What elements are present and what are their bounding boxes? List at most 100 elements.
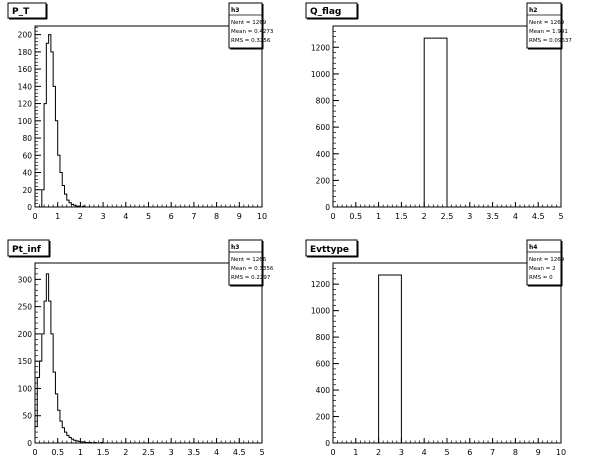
chart-title: P_T <box>12 7 30 17</box>
x-tick-label: 0 <box>330 448 335 457</box>
stats-rms: RMS = 0 <box>529 275 553 281</box>
stats-name: h4 <box>529 244 537 251</box>
x-tick-label: 3 <box>101 212 106 221</box>
x-tick-label: 5 <box>259 448 264 457</box>
x-tick-label: 9 <box>536 448 541 457</box>
histogram-panel-2: 0 0.5 1 1.5 2 2.5 3 3.5 4 4.5 5 0 200 400 600 800 1000 12… <box>305 2 572 221</box>
x-tick-label: 10 <box>556 448 566 457</box>
x-tick-label: 4 <box>123 212 128 221</box>
x-tick-label: 0.5 <box>51 448 64 457</box>
x-tick-label: 3.5 <box>486 212 499 221</box>
x-tick-label: 2.5 <box>142 448 155 457</box>
plot-frame <box>332 262 562 444</box>
x-tick-label: 0 <box>32 448 37 457</box>
x-tick-label: 2 <box>422 212 427 221</box>
y-tick-label: 100 <box>18 384 33 393</box>
x-tick-label: 0.5 <box>349 212 362 221</box>
x-tick-label: 5 <box>558 212 563 221</box>
x-tick-label: 1 <box>376 212 381 221</box>
stats-name: h3 <box>231 7 239 14</box>
y-tick-label: 250 <box>18 303 33 312</box>
y-tick-label: 200 <box>18 31 33 40</box>
stats-mean: Mean = 1.991 <box>529 29 568 35</box>
histogram-panel-4: 0 1 2 3 4 5 6 7 8 9 10 0 200 400 600 800 1000 1200 Evttype… <box>305 239 566 457</box>
x-tick-label: 10 <box>257 212 267 221</box>
x-tick-label: 8 <box>513 448 518 457</box>
x-tick-label: 9 <box>237 212 242 221</box>
y-tick-label: 400 <box>316 150 331 159</box>
stats-rms: RMS = 0.09637 <box>529 38 572 44</box>
y-tick-label: 0 <box>325 439 330 448</box>
y-tick-label: 50 <box>22 412 32 421</box>
y-tick-label: 40 <box>22 169 32 178</box>
stats-box <box>526 2 562 49</box>
y-tick-label: 100 <box>18 117 33 126</box>
y-tick-label: 160 <box>18 65 33 74</box>
stats-name: h3 <box>231 244 239 251</box>
title-box <box>7 2 47 19</box>
y-tick-label: 140 <box>18 82 33 91</box>
stats-box <box>228 2 263 49</box>
chart-title: Evttype <box>310 245 349 255</box>
x-tick-label: 1 <box>78 448 83 457</box>
y-tick-label: 150 <box>18 357 33 366</box>
histogram-outline <box>378 274 402 443</box>
y-tick-label: 0 <box>325 203 330 212</box>
x-tick-label: 8 <box>214 212 219 221</box>
y-tick-label: 300 <box>18 275 33 284</box>
x-tick-label: 1.5 <box>395 212 408 221</box>
x-tick-label: 3.5 <box>188 448 201 457</box>
y-tick-label: 200 <box>316 176 331 185</box>
x-tick-label: 4 <box>214 448 219 457</box>
stats-box <box>526 239 562 286</box>
x-tick-label: 2 <box>376 448 381 457</box>
x-tick-label: 1 <box>353 448 358 457</box>
histogram-panel-3: 0 0.5 1 1.5 2 2.5 3 3.5 4 4.5 5050100150200250300P… <box>7 239 274 457</box>
stats-mean: Mean = 0.4273 <box>231 29 274 35</box>
y-tick-label: 80 <box>22 134 32 143</box>
histogram-outline <box>41 34 86 208</box>
y-tick-label: 200 <box>18 330 33 339</box>
x-tick-label: 4.5 <box>233 448 246 457</box>
title-box <box>305 2 358 19</box>
x-tick-label: 2 <box>78 212 83 221</box>
y-tick-label: 600 <box>316 360 331 369</box>
stats-mean: Mean = 0.3356 <box>231 266 274 272</box>
x-tick-label: 2 <box>123 448 128 457</box>
y-tick-label: 1000 <box>311 307 330 316</box>
stats-name: h2 <box>529 7 537 14</box>
chart-title: Pt_inf <box>12 245 41 255</box>
x-tick-label: 7 <box>490 448 495 457</box>
x-tick-label: 1 <box>55 212 60 221</box>
x-tick-label: 5 <box>444 448 449 457</box>
stats-box <box>228 239 263 286</box>
x-tick-label: 3 <box>467 212 472 221</box>
x-tick-label: 3 <box>169 448 174 457</box>
y-tick-label: 1000 <box>311 70 330 79</box>
x-tick-label: 2.5 <box>441 212 454 221</box>
x-tick-label: 0 <box>32 212 37 221</box>
stats-entries: Nent = 1269 <box>529 20 565 26</box>
x-tick-label: 3 <box>399 448 404 457</box>
x-tick-label: 0 <box>330 212 335 221</box>
title-box <box>305 239 358 257</box>
x-tick-label: 4 <box>513 212 518 221</box>
x-tick-label: 6 <box>467 448 472 457</box>
stats-entries: Nent = 1269 <box>231 20 267 26</box>
histogram-panel-1: 0 1 2 3 4 5 6 7 8 9 10020406080100120140160180200P… <box>7 2 274 221</box>
y-tick-label: 800 <box>316 97 331 106</box>
y-tick-label: 0 <box>27 439 32 448</box>
x-tick-label: 7 <box>191 212 196 221</box>
y-tick-label: 20 <box>22 186 32 195</box>
y-tick-label: 60 <box>22 151 32 160</box>
y-tick-label: 400 <box>316 386 331 395</box>
plot-frame <box>34 262 263 444</box>
x-tick-label: 1.5 <box>97 448 110 457</box>
y-tick-label: 1200 <box>311 43 330 52</box>
title-box <box>7 239 50 257</box>
stats-rms: RMS = 0.3256 <box>231 38 271 44</box>
y-tick-label: 180 <box>18 48 33 57</box>
y-tick-label: 800 <box>316 333 331 342</box>
stats-rms: RMS = 0.2297 <box>231 275 271 281</box>
histogram-outline <box>34 273 104 444</box>
